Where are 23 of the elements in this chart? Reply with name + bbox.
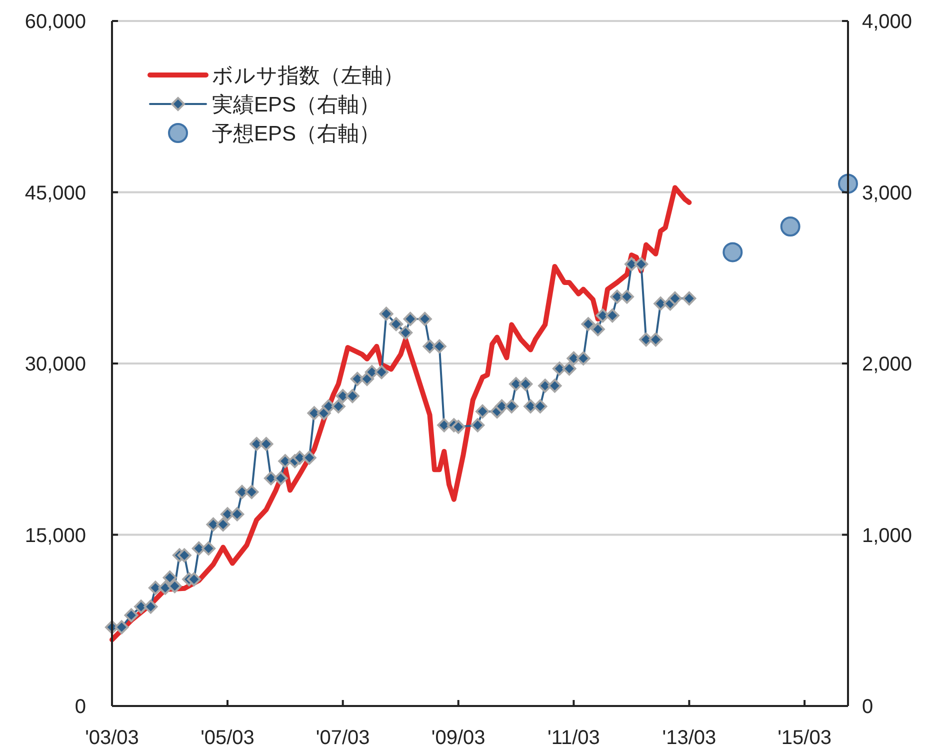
legend-label: 予想EPS（右軸） [212, 122, 380, 146]
point [780, 216, 800, 236]
y-tick-label: 60,000 [24, 11, 86, 33]
point [722, 242, 743, 262]
x-tick-label: '09/03 [431, 727, 486, 749]
y-tick-label: 30,000 [24, 354, 86, 376]
y2-tick-label: 2,000 [862, 354, 912, 376]
x-tick-label: '05/03 [200, 727, 254, 749]
point [838, 174, 858, 194]
legend-label: ボルサ指数（左軸） [212, 64, 404, 88]
y2-tick-label: 4,000 [862, 11, 912, 33]
y2-tick-label: 1,000 [862, 524, 912, 547]
x-tick-label: '13/03 [662, 727, 716, 749]
y-tick-label: 15,000 [24, 524, 86, 547]
x-tick-label: '07/03 [316, 727, 370, 749]
legend-label: 実績EPS（右軸） [212, 93, 380, 116]
x-tick-label: '03/03 [85, 727, 139, 749]
y2-tick-label: 3,000 [862, 182, 912, 204]
x-tick-label: '11/03 [548, 727, 600, 749]
y2-tick-label: 0 [862, 696, 874, 718]
x-tick-label: '15/03 [778, 727, 832, 749]
y-tick-label: 45,000 [24, 182, 86, 204]
y-tick-label: 0 [74, 696, 86, 718]
